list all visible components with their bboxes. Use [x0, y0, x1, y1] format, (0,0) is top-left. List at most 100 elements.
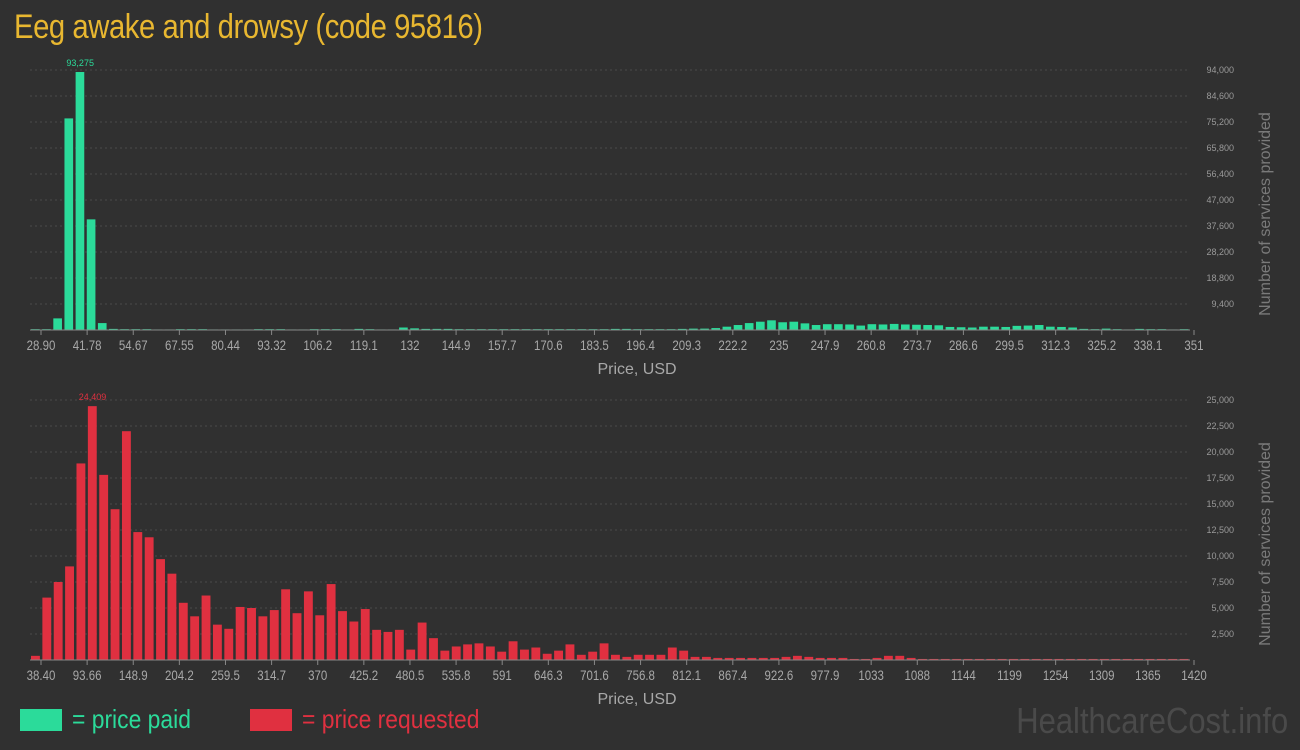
paid-xtick-label: 119.1 [350, 337, 378, 353]
requested-bar [133, 532, 143, 660]
requested-bar [1009, 658, 1018, 660]
requested-ytick-label: 15,000 [1206, 499, 1234, 509]
requested-bar [99, 474, 109, 660]
paid-bar [700, 328, 709, 330]
paid-xtick-label: 235 [769, 337, 788, 353]
paid-bar [778, 322, 787, 330]
requested-bar [997, 658, 1007, 660]
legend-paid: = price paid [20, 704, 207, 735]
paid-xtick-label: 67.55 [165, 337, 194, 353]
paid-chart: 94,000 84,600 75,200 65,800 56,400 47,000 37,6… [27, 58, 1274, 378]
requested-bar [167, 573, 177, 660]
requested-bar [758, 657, 768, 660]
requested-bar [883, 655, 893, 660]
requested-bar [440, 650, 450, 660]
requested-bar [690, 656, 700, 660]
requested-bar [383, 631, 393, 660]
paid-bar [789, 321, 799, 330]
paid-bar [979, 326, 988, 330]
requested-bar [1065, 658, 1075, 660]
requested-xtick-label: 425.2 [349, 667, 378, 683]
requested-ytick-label: 25,000 [1206, 395, 1234, 405]
paid-bar [1012, 325, 1022, 330]
paid-xtick-label: 157.7 [488, 337, 517, 353]
paid-xtick-label: 312.3 [1041, 337, 1070, 353]
paid-xtick-label: 222.2 [718, 337, 747, 353]
paid-bar [421, 328, 431, 330]
requested-bar [1077, 658, 1087, 660]
requested-y-axis-title: Number of services provided [1257, 442, 1274, 646]
paid-bar [767, 320, 776, 330]
requested-bar [65, 566, 74, 660]
paid-ytick-label: 56,400 [1206, 169, 1234, 179]
requested-xtick-label: 148.9 [119, 667, 148, 683]
requested-bar [201, 595, 211, 660]
requested-bar [565, 644, 575, 660]
requested-bar [792, 655, 802, 660]
requested-bar [554, 650, 564, 660]
watermark: HealthcareCost.info [1016, 700, 1288, 741]
paid-bar [410, 328, 419, 330]
legend-requested-label: = price requested [302, 704, 480, 734]
requested-bar [303, 591, 313, 660]
paid-ytick-label: 9,400 [1211, 299, 1234, 309]
paid-xtick-label: 273.7 [903, 337, 932, 353]
paid-bar [677, 328, 687, 330]
paid-bar [756, 321, 765, 330]
paid-bar [733, 325, 743, 330]
requested-xtick-label: 812.1 [672, 667, 701, 683]
requested-bar [190, 616, 200, 660]
requested-bar [144, 537, 154, 660]
requested-bar [474, 643, 484, 660]
requested-ytick-label: 2,500 [1211, 629, 1234, 639]
paid-bar [109, 328, 118, 330]
paid-ytick-label: 37,600 [1206, 221, 1234, 231]
paid-bar [1079, 328, 1089, 330]
requested-xtick-label: 314.7 [257, 667, 286, 683]
requested-bar [406, 649, 416, 660]
paid-bar [867, 324, 877, 330]
paid-bar [399, 327, 408, 330]
paid-xtick-label: 209.3 [672, 337, 701, 353]
requested-bar [429, 638, 438, 660]
paid-ytick-label: 94,000 [1206, 65, 1234, 75]
requested-bar [451, 646, 461, 660]
requested-ytick-label: 10,000 [1206, 551, 1234, 561]
requested-bar [827, 657, 836, 660]
requested-bar [156, 559, 165, 660]
paid-xtick-label: 286.6 [949, 337, 978, 353]
paid-xtick-label: 183.5 [580, 337, 609, 353]
requested-ytick-label: 20,000 [1206, 447, 1234, 457]
requested-bar [1088, 658, 1098, 660]
legend-requested: = price requested [250, 704, 504, 735]
paid-xtick-label: 260.8 [857, 337, 886, 353]
requested-xtick-label: 1144 [951, 667, 976, 683]
paid-bar [1001, 326, 1011, 330]
requested-bar [1122, 658, 1132, 660]
requested-bar [542, 653, 552, 660]
paid-bar [889, 323, 899, 330]
requested-bar [815, 657, 825, 660]
paid-bar [834, 324, 843, 330]
paid-xtick-label: 338.1 [1134, 337, 1163, 353]
paid-bar [744, 323, 754, 330]
requested-bar [508, 641, 518, 660]
requested-xtick-label: 535.8 [442, 667, 471, 683]
paid-bar [1135, 328, 1144, 330]
requested-bar [849, 658, 859, 660]
paid-bar [956, 327, 966, 330]
paid-xtick-label: 247.9 [811, 337, 840, 353]
paid-bar [967, 327, 977, 330]
requested-bar [1156, 658, 1166, 660]
paid-peak-label: 93,275 [66, 58, 94, 68]
legend-requested-swatch [250, 708, 292, 731]
requested-bar [963, 658, 973, 660]
requested-bar [1179, 658, 1189, 660]
requested-xtick-label: 259.5 [211, 667, 240, 683]
requested-bar [1168, 658, 1178, 660]
paid-ytick-label: 47,000 [1206, 195, 1234, 205]
requested-xtick-label: 591 [493, 667, 512, 683]
requested-bar [497, 651, 507, 660]
requested-bar [42, 597, 52, 660]
requested-bar [952, 658, 962, 660]
